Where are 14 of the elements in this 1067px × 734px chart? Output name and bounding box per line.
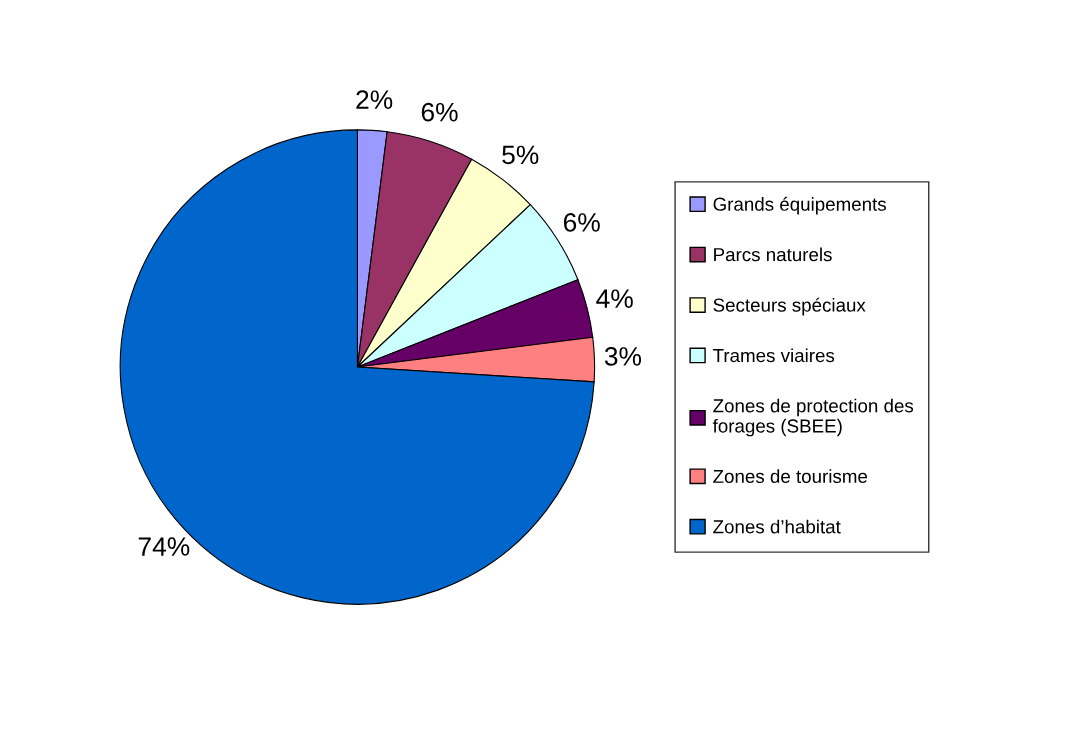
data-label: 4% [596,289,633,308]
data-label: 6% [421,102,458,122]
data-label: 74% [138,537,190,556]
legend-label: Trames viaires [713,348,835,363]
data-label: 5% [502,145,539,165]
legend-label: Zones de tourisme [713,469,868,484]
legend-label: Parcs naturels [714,247,832,262]
legend-label: Zones de protection des forages (SBEE) [712,398,914,437]
legend-label: Secteurs spéciaux [713,297,866,316]
data-label: 3% [604,347,642,366]
data-label: 2% [356,90,393,109]
legend-label: Grands équipements [713,196,886,215]
legend-label: Zones d’habitat [713,519,841,534]
data-label: 6% [563,213,600,232]
